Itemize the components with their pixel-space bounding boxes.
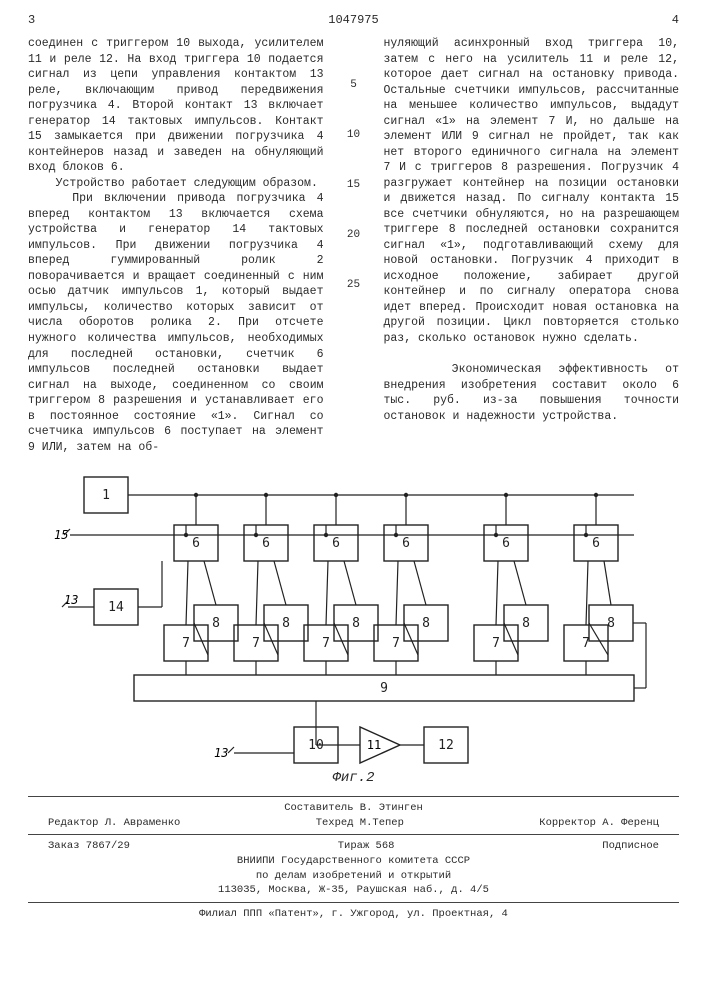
svg-text:8: 8	[422, 616, 430, 631]
doc-number: 1047975	[328, 12, 378, 28]
org-line-2: по делам изобретений и открытий	[28, 869, 679, 884]
tirazh: Тираж 568	[338, 839, 395, 854]
line-number: 20	[347, 228, 360, 243]
page-number-right: 4	[672, 12, 679, 28]
svg-text:12: 12	[438, 738, 454, 753]
page: 3 1047975 4 соединен с триггером 10 выхо…	[0, 0, 707, 942]
page-header: 3 1047975 4	[28, 12, 679, 28]
svg-text:13: 13	[214, 746, 228, 760]
svg-text:13: 13	[64, 593, 78, 607]
column-right: нуляющий асинхронный вход триггера 10, з…	[384, 36, 680, 455]
svg-text:7: 7	[322, 636, 330, 651]
circuit-diagram: 1156666661413888888777777913101112	[34, 469, 674, 769]
svg-text:6: 6	[262, 536, 270, 551]
footer: Составитель В. Этинген Редактор Л. Аврам…	[28, 796, 679, 922]
text-columns: соединен с триггером 10 выхода, усилител…	[28, 36, 679, 455]
figure-label: Фиг.2	[28, 769, 679, 788]
address-2: Филиал ППП «Патент», г. Ужгород, ул. Про…	[28, 907, 679, 922]
svg-text:6: 6	[402, 536, 410, 551]
svg-text:15: 15	[54, 528, 68, 542]
svg-text:8: 8	[282, 616, 290, 631]
line-number: 10	[347, 128, 360, 143]
svg-text:7: 7	[182, 636, 190, 651]
svg-text:14: 14	[108, 600, 124, 615]
svg-text:6: 6	[192, 536, 200, 551]
svg-text:6: 6	[332, 536, 340, 551]
svg-text:8: 8	[212, 616, 220, 631]
address-1: 113035, Москва, Ж-35, Раушская наб., д. …	[28, 883, 679, 898]
order: Заказ 7867/29	[48, 839, 130, 854]
subscription: Подписное	[602, 839, 659, 854]
svg-text:7: 7	[582, 636, 590, 651]
line-number: 25	[347, 278, 360, 293]
editor: Редактор Л. Авраменко	[48, 816, 180, 831]
line-number: 5	[350, 78, 357, 93]
svg-text:10: 10	[308, 738, 324, 753]
svg-text:7: 7	[492, 636, 500, 651]
page-number-left: 3	[28, 12, 35, 28]
line-number-gutter: 5 10 15 20 25	[346, 36, 362, 455]
techred: Техред М.Тепер	[316, 816, 404, 831]
svg-text:6: 6	[592, 536, 600, 551]
compiler: Составитель В. Этинген	[28, 801, 679, 816]
svg-text:6: 6	[502, 536, 510, 551]
svg-text:9: 9	[380, 681, 388, 696]
org-line-1: ВНИИПИ Государственного комитета СССР	[28, 854, 679, 869]
column-left: соединен с триггером 10 выхода, усилител…	[28, 36, 324, 455]
svg-text:8: 8	[352, 616, 360, 631]
svg-text:8: 8	[522, 616, 530, 631]
svg-text:7: 7	[252, 636, 260, 651]
corrector: Корректор А. Ференц	[539, 816, 659, 831]
svg-text:7: 7	[392, 636, 400, 651]
svg-text:1: 1	[102, 488, 110, 503]
line-number: 15	[347, 178, 360, 193]
svg-text:11: 11	[366, 738, 380, 752]
